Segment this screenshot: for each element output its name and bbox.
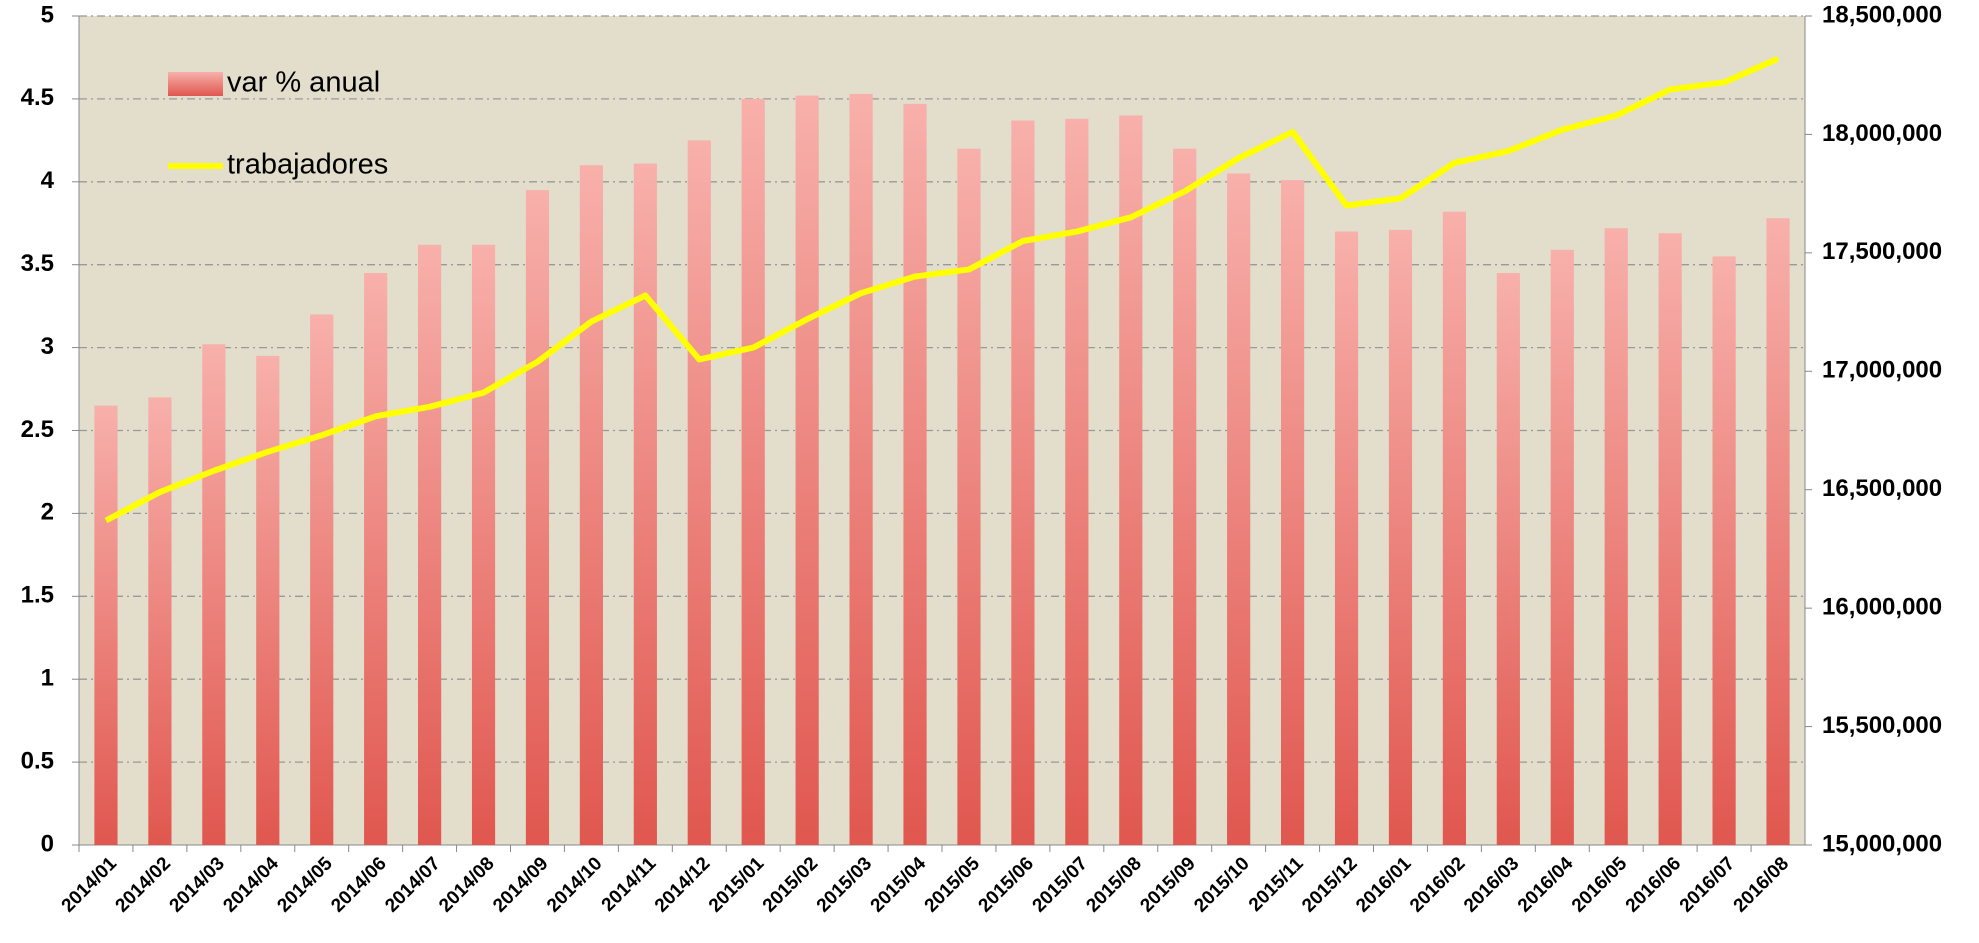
y-tick-label: 1: [41, 665, 54, 692]
x-tick-label: 2014/09: [489, 853, 552, 916]
x-tick-label: 2014/07: [381, 853, 444, 916]
x-tick-label: 2015/01: [705, 853, 769, 917]
x-tick-label: 2014/01: [58, 853, 122, 917]
bar: [148, 397, 172, 845]
y-tick-label: 5: [41, 1, 54, 28]
bar: [1604, 228, 1628, 845]
bar: [364, 272, 388, 845]
bar: [1280, 180, 1305, 846]
x-tick-label: 2015/12: [1298, 853, 1361, 916]
y2-tick-label: 17,500,000: [1822, 238, 1942, 265]
bar: [1065, 118, 1089, 845]
bar: [633, 163, 657, 845]
bar: [1658, 233, 1682, 845]
bar: [1442, 211, 1467, 846]
x-tick-label: 2016/03: [1460, 853, 1523, 916]
bar: [1173, 148, 1197, 845]
bar: [579, 165, 604, 846]
y-tick-label: 0.5: [21, 747, 54, 774]
x-tick-label: 2015/02: [759, 853, 822, 916]
x-tick-label: 2015/09: [1136, 853, 1199, 916]
bar: [903, 103, 927, 845]
y-tick-label: 4: [41, 167, 55, 194]
bar: [525, 190, 550, 846]
legend-label: trabajadores: [227, 149, 388, 181]
y-tick-label: 1.5: [21, 582, 54, 609]
bar: [310, 314, 334, 845]
x-tick-label: 2016/07: [1676, 853, 1739, 916]
bar: [795, 95, 819, 846]
x-tick-label: 2015/05: [921, 853, 985, 917]
bar: [1766, 218, 1790, 845]
bar: [957, 148, 981, 845]
x-tick-label: 2015/04: [867, 853, 931, 917]
x-tick-label: 2016/08: [1730, 853, 1793, 916]
bar: [94, 405, 118, 845]
x-tick-label: 2015/07: [1029, 853, 1092, 916]
x-tick-label: 2014/10: [543, 853, 606, 916]
bar: [1227, 173, 1251, 845]
bar: [202, 344, 226, 845]
y-tick-label: 3: [41, 333, 54, 360]
x-tick-label: 2016/02: [1406, 853, 1469, 916]
bar: [1496, 272, 1520, 845]
x-tick-label: 2014/08: [435, 853, 498, 916]
legend-swatch: [168, 72, 223, 96]
y2-tick-label: 17,000,000: [1822, 357, 1942, 384]
line: [104, 55, 1780, 524]
x-tick-label: 2015/10: [1190, 853, 1253, 916]
x-tick-label: 2016/01: [1352, 853, 1416, 917]
y2-tick-label: 15,000,000: [1822, 830, 1942, 857]
x-tick-label: 2014/06: [327, 853, 390, 916]
x-tick-label: 2016/04: [1514, 853, 1578, 917]
x-tick-label: 2014/12: [651, 853, 714, 916]
bar: [471, 244, 496, 845]
x-tick-label: 2014/03: [166, 853, 229, 916]
legend-label: var % anual: [227, 67, 380, 99]
bar: [849, 93, 873, 845]
x-tick-label: 2015/08: [1082, 853, 1145, 916]
y2-tick-label: 15,500,000: [1822, 712, 1942, 739]
y2-tick-label: 16,000,000: [1822, 593, 1942, 620]
bar: [1388, 229, 1413, 845]
bar: [256, 355, 280, 845]
x-tick-label: 2015/03: [813, 853, 876, 916]
x-tick-label: 2015/06: [975, 853, 1038, 916]
x-tick-label: 2014/11: [598, 853, 661, 916]
x-tick-label: 2014/05: [273, 853, 337, 917]
bar: [1550, 249, 1574, 845]
x-tick-label: 2016/06: [1622, 853, 1685, 916]
x-tick-label: 2014/04: [219, 853, 283, 917]
y-tick-label: 2.5: [21, 416, 54, 443]
bar: [417, 244, 442, 845]
bar: [1712, 256, 1736, 845]
bar: [1334, 231, 1359, 846]
y-tick-label: 3.5: [21, 250, 54, 277]
y2-tick-label: 16,500,000: [1822, 475, 1942, 502]
bar: [1011, 120, 1035, 846]
y-tick-label: 0: [41, 830, 54, 857]
y2-tick-label: 18,000,000: [1822, 120, 1942, 147]
bar: [741, 98, 765, 845]
y-tick-label: 4.5: [21, 84, 54, 111]
x-tick-label: 2016/05: [1568, 853, 1632, 917]
x-tick-label: 2015/11: [1245, 853, 1308, 916]
bar: [687, 140, 711, 846]
bar: [1119, 115, 1143, 846]
y-tick-label: 2: [41, 499, 54, 526]
y2-tick-label: 18,500,000: [1822, 1, 1942, 28]
x-tick-label: 2014/02: [112, 853, 175, 916]
